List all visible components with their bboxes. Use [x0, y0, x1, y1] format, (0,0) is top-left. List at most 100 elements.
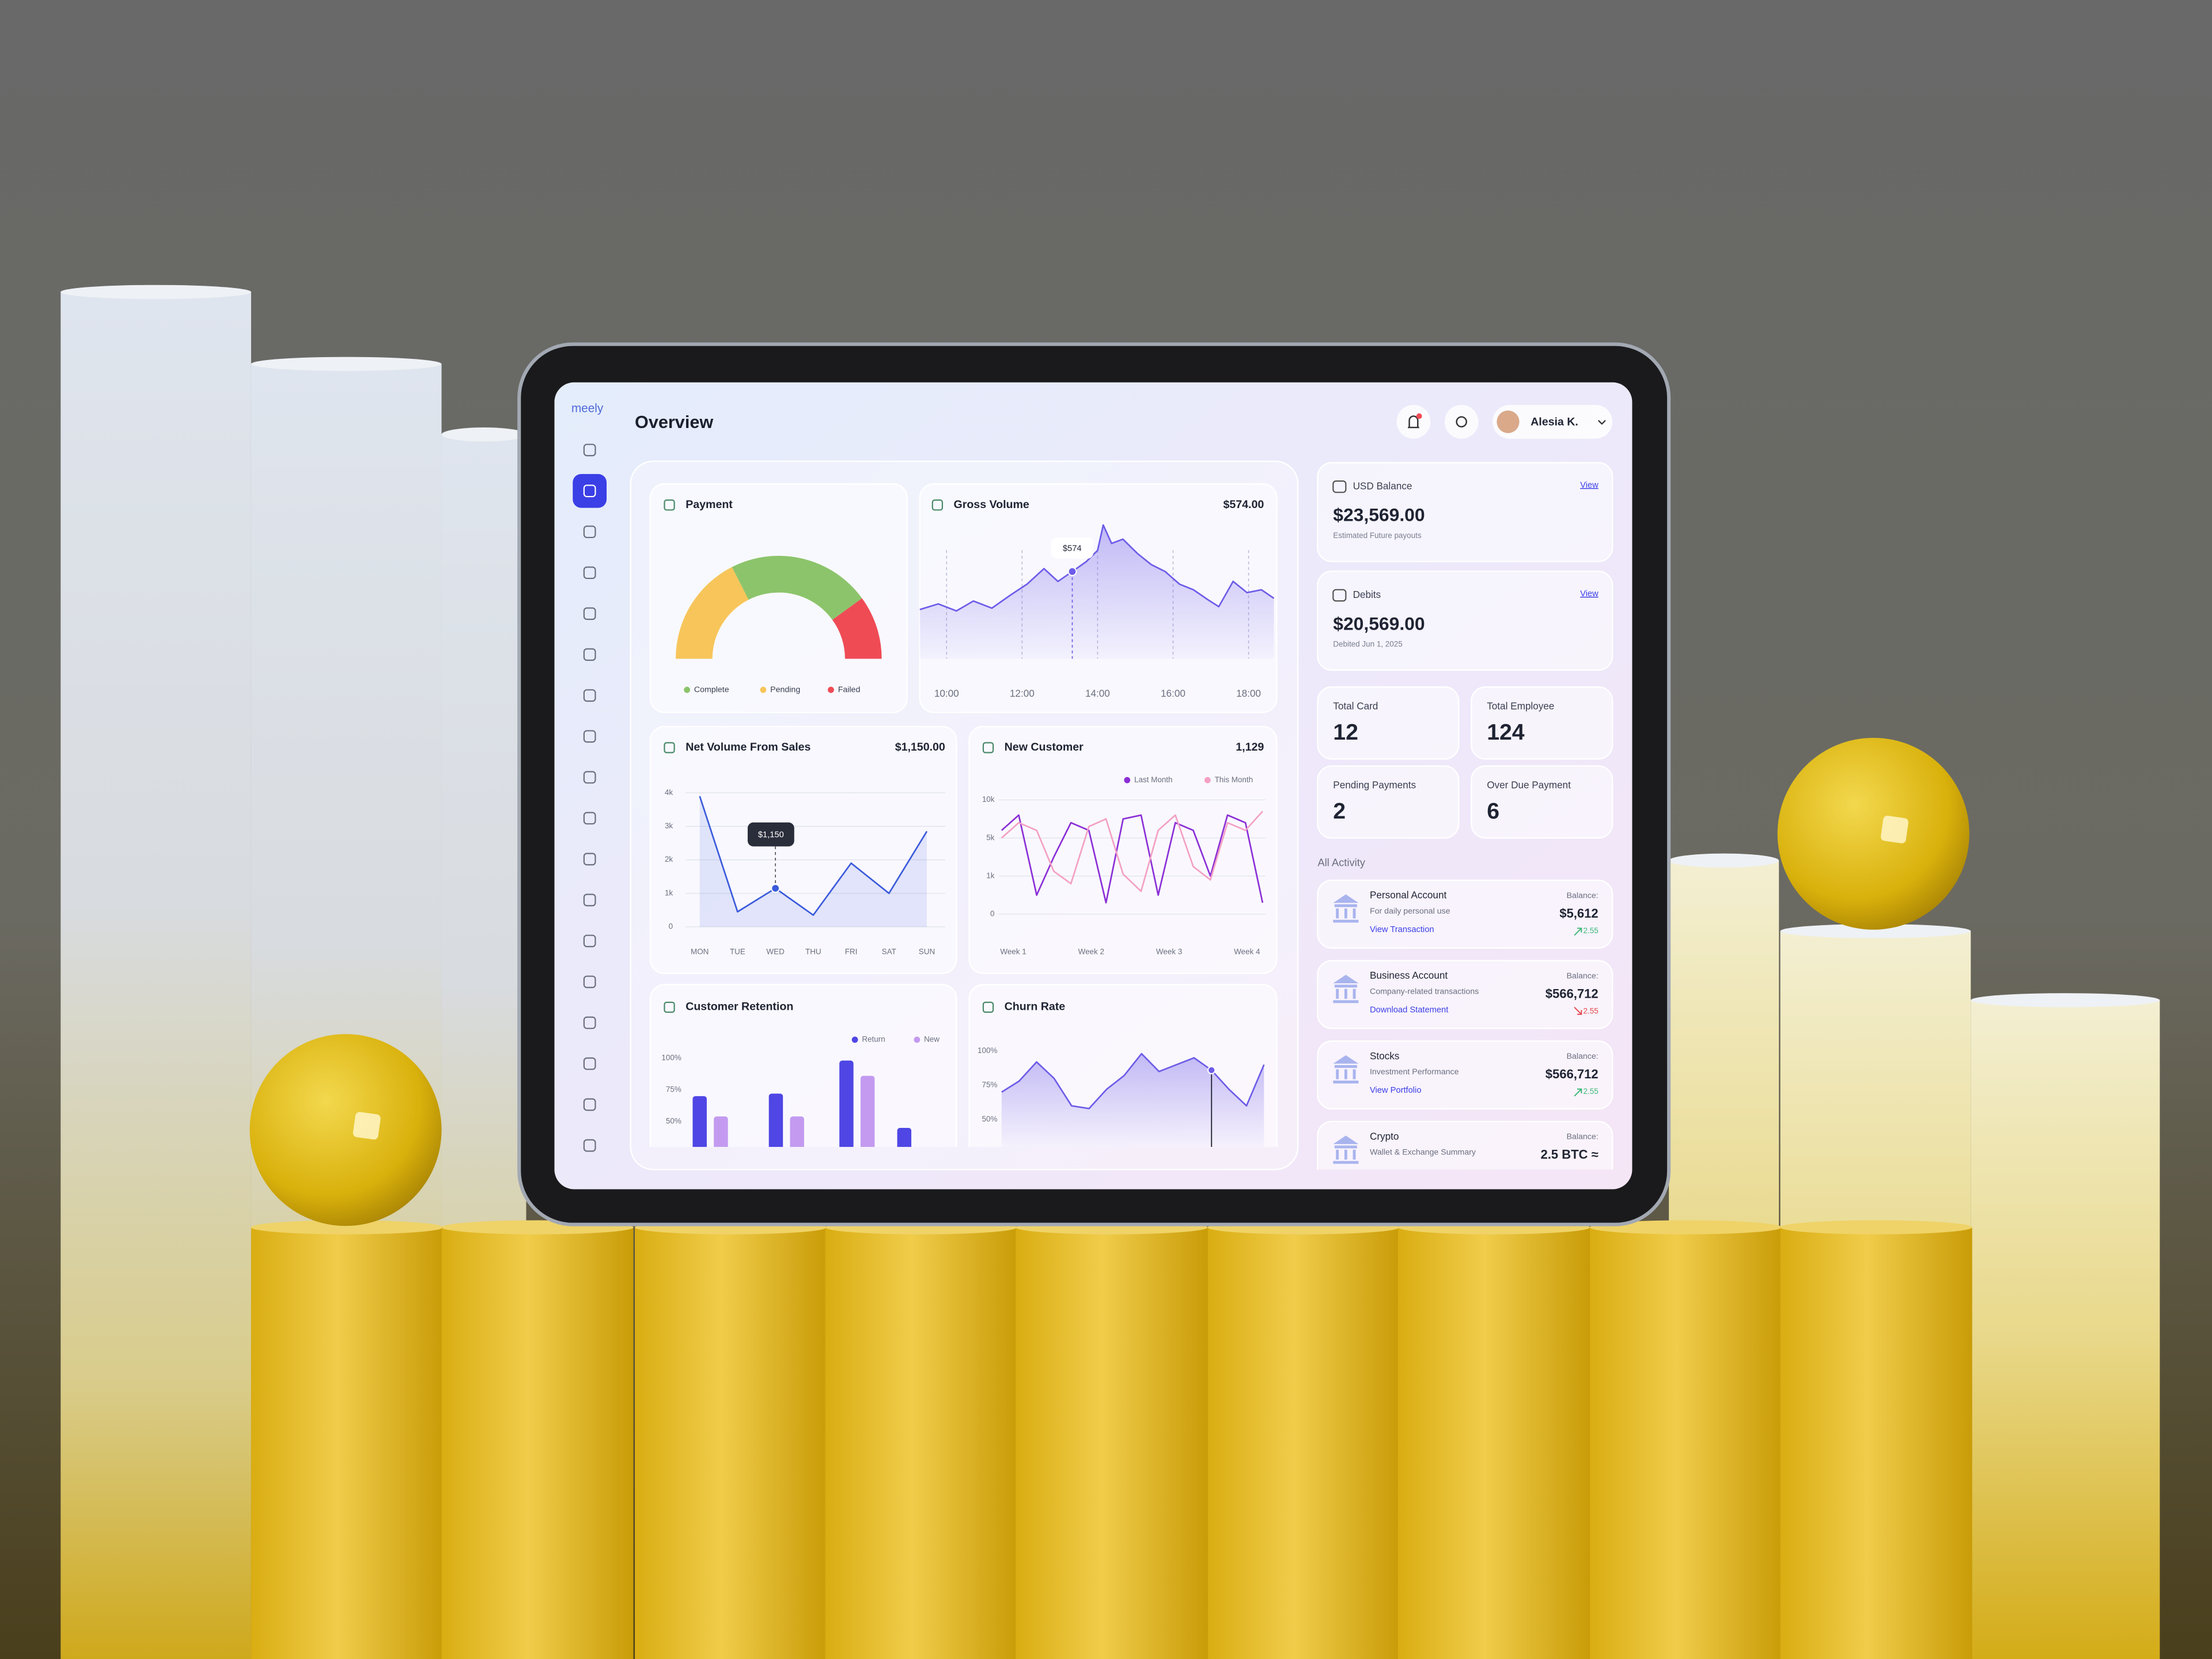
settings-icon [1456, 416, 1467, 428]
balance-card [1317, 462, 1613, 562]
nav-icon[interactable] [583, 934, 596, 948]
nav-icon[interactable] [583, 607, 596, 620]
wallet-icon [1332, 589, 1347, 602]
tooltip [747, 822, 794, 847]
tooltip [1051, 537, 1093, 559]
nav-active[interactable] [573, 474, 607, 508]
legend-swatch [914, 1036, 921, 1043]
view-link[interactable]: View [1580, 589, 1599, 599]
line [699, 796, 928, 916]
brand: meely [571, 402, 604, 415]
user-menu[interactable] [1493, 404, 1613, 439]
activity-desc: Investment Performance [1370, 1067, 1459, 1077]
card-icon [982, 742, 994, 753]
balance-label: USD Balance [1353, 480, 1412, 491]
page-title: Overview [635, 412, 713, 432]
bar [839, 1060, 854, 1147]
y-tick-label: 50% [666, 1117, 681, 1126]
nav-icon[interactable] [583, 444, 596, 457]
activity-desc: For daily personal use [1370, 907, 1450, 916]
chart-area: Payment Complete Pending Failed Gross Volume… [649, 483, 1278, 1147]
nav-icon[interactable] [583, 730, 596, 743]
stat-card [1317, 765, 1460, 839]
card-total: 1,129 [1236, 741, 1264, 753]
chevron [1597, 420, 1606, 425]
balance-label: Debits [1353, 589, 1381, 600]
y-tick-label: 50% [982, 1115, 997, 1123]
y-tick-label: 2k [665, 855, 673, 863]
activity-card [1317, 1040, 1613, 1110]
cylinder-top [1669, 853, 1779, 868]
bar [692, 1096, 707, 1147]
settings-button[interactable] [1444, 404, 1479, 439]
activity-link[interactable]: Download Statement [1370, 1005, 1448, 1014]
gauge-segment [676, 567, 749, 659]
chart-card: Customer Retention 50% 75% 100% Return New [649, 984, 957, 1147]
nav-icon[interactable] [583, 771, 596, 784]
stat-card [1471, 765, 1613, 839]
stat-value: 6 [1487, 799, 1499, 824]
card [649, 483, 908, 713]
nav-icon[interactable] [583, 893, 596, 907]
nav-icon[interactable] [583, 975, 596, 988]
line [919, 524, 1275, 612]
stat-card [1471, 686, 1613, 760]
stat-label: Pending Payments [1333, 779, 1416, 791]
legend-label: Last Month [1134, 775, 1173, 784]
cylinder [825, 1227, 1017, 1659]
stat-value: 12 [1333, 720, 1358, 745]
cylinder [60, 291, 251, 1659]
cylinder [1016, 1227, 1208, 1659]
x-tick-label: 10:00 [934, 687, 959, 699]
y-tick-label: 0 [669, 922, 673, 931]
nav-icon[interactable] [583, 1098, 596, 1111]
card-total: $1,150.00 [895, 741, 945, 753]
nav-icon[interactable] [583, 689, 596, 702]
cylinder [441, 1227, 634, 1659]
gauge-segment [732, 555, 862, 620]
bell-icon [1408, 415, 1419, 429]
y-tick-label: 5k [986, 833, 994, 842]
x-tick-label: Week 4 [1234, 948, 1260, 956]
nav-icon[interactable] [583, 812, 596, 825]
cylinder [1207, 1227, 1400, 1659]
x-tick-label: 16:00 [1161, 687, 1185, 699]
user-name[interactable]: Alesia K. [1531, 416, 1578, 429]
balance-amount: $23,569.00 [1333, 505, 1425, 525]
card-title: Churn Rate [1005, 1001, 1066, 1013]
activity-link[interactable]: View Transaction [1370, 925, 1434, 934]
view-link[interactable]: View [1580, 480, 1599, 490]
cylinder-top [441, 427, 527, 442]
stat-value: 124 [1487, 720, 1525, 745]
y-tick-label: 75% [666, 1085, 681, 1093]
activity-change: 2.55 [1584, 1087, 1599, 1096]
cylinder [635, 1227, 827, 1659]
nav-icon[interactable] [583, 853, 596, 866]
activity-link[interactable]: View Portfolio [1370, 1086, 1422, 1095]
balance-note: Debited Jun 1, 2025 [1333, 640, 1402, 649]
stat-card [1317, 686, 1460, 760]
cylinder-top [1971, 993, 2160, 1007]
activity-amount: 2.5 BTC ≈ [1540, 1147, 1598, 1162]
notification-button[interactable] [1396, 404, 1431, 439]
activity-name: Business Account [1370, 969, 1448, 981]
cylinder-top [251, 1220, 443, 1234]
nav-icon[interactable] [583, 648, 596, 661]
y-tick-label: 4k [665, 788, 673, 797]
card [649, 726, 957, 975]
cylinder-top [1590, 1220, 1782, 1234]
nav-icon[interactable] [583, 1057, 596, 1070]
nav-icon[interactable] [583, 525, 596, 539]
nav-icon[interactable] [583, 1139, 596, 1152]
nav-icon[interactable] [583, 484, 596, 498]
legend-swatch [1124, 777, 1131, 783]
bar [790, 1116, 804, 1147]
chart-card: Churn Rate 50% 75% 100% [968, 984, 1278, 1147]
nav-icon[interactable] [583, 1016, 596, 1029]
card-icon [931, 499, 944, 511]
nav-icon[interactable] [583, 566, 596, 579]
activity-card [1317, 879, 1613, 949]
x-tick-label: WED [766, 948, 785, 956]
cylinder [251, 1227, 443, 1659]
legend-swatch [760, 687, 767, 693]
